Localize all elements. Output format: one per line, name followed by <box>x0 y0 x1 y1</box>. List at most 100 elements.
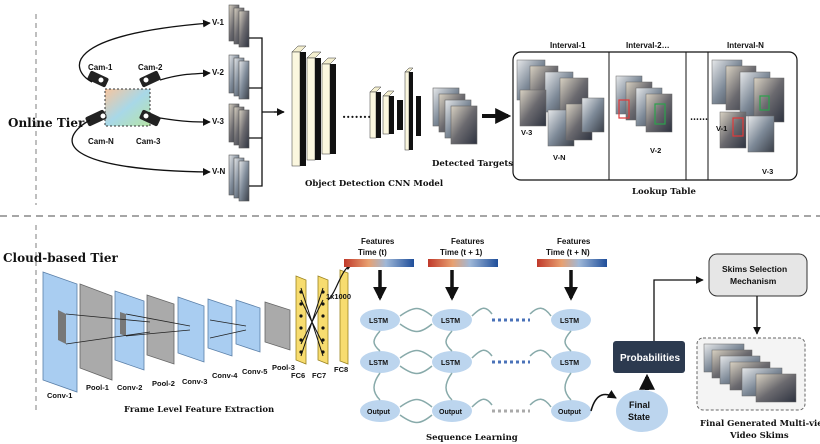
detection-model-label: Object Detection CNN Model <box>305 179 444 189</box>
conv-layer <box>177 296 205 363</box>
layer-label: Conv-5 <box>242 367 267 376</box>
feature-label: Features <box>451 237 485 246</box>
camera-icon <box>85 109 107 127</box>
feature-extraction-label: Frame Level Feature Extraction <box>124 405 274 415</box>
view-merge-bracket <box>249 37 284 187</box>
layer-label: Conv-1 <box>47 391 72 400</box>
mechanism-arrow <box>653 276 704 341</box>
interval-ellipsis: …… <box>690 113 708 123</box>
layer-label: Conv-2 <box>117 383 142 392</box>
interval-view-label: V-1 <box>716 124 727 133</box>
output-node <box>551 400 591 422</box>
detection-box <box>759 95 770 111</box>
kernel <box>58 310 66 344</box>
interval-view-label: V-2 <box>650 146 661 155</box>
lstm-node <box>360 309 400 331</box>
feature-vector <box>344 259 414 267</box>
final-state-label: Final <box>629 400 650 410</box>
cnn-ellipsis: ······· <box>342 110 371 124</box>
view-label: V-2 <box>212 68 225 77</box>
feature-label: Features <box>361 237 395 246</box>
probabilities-box <box>613 341 685 373</box>
interval-label: Interval-1 <box>550 41 586 50</box>
lstm-node <box>432 351 472 373</box>
lookup-table: Interval-1 Interval-2… Interval-N V-3 V-… <box>512 41 798 181</box>
lstm-node <box>432 309 472 331</box>
camera-label: Cam-2 <box>138 63 163 72</box>
cnn-layer <box>404 67 414 151</box>
conv-layer <box>235 299 261 353</box>
camera-label: Cam-1 <box>88 63 113 72</box>
detected-targets <box>432 87 478 145</box>
interval-frames <box>711 59 785 153</box>
feature-label: Time (t + N) <box>546 248 590 257</box>
skims-selection-label: Mechanism <box>730 276 777 286</box>
cnn-layer <box>382 90 395 135</box>
lookup-table-label: Lookup Table <box>632 187 696 197</box>
view-label: V-3 <box>212 117 225 126</box>
feature-vector <box>428 259 498 267</box>
camera-arrow <box>159 117 211 126</box>
sequence-learning-label: Sequence Learning <box>426 433 518 443</box>
fc-layer <box>295 275 307 365</box>
lstm-label: LSTM <box>560 360 579 367</box>
detection-cnn: ······· Object Detection CNN Model <box>291 45 444 189</box>
feature-extraction-cnn: 1x1000 Conv-1 Pool-1 Conv-2 Pool-2 Conv-… <box>42 263 353 400</box>
detected-targets-label: Detected Targets <box>432 159 513 169</box>
camera-arrow <box>78 19 211 83</box>
camera-label: Cam-N <box>88 137 114 146</box>
layer-label: Pool-2 <box>152 379 175 388</box>
cnn-layer <box>306 51 322 161</box>
output-node <box>360 400 400 422</box>
sequence-learning: Features Time (t) Features Time (t + 1) … <box>344 237 607 424</box>
sequence-ellipsis <box>492 318 530 364</box>
final-skims-label: Final Generated Multi-view <box>700 419 820 429</box>
lstm-node <box>551 309 591 331</box>
skim-frames <box>703 343 797 403</box>
layer-label: Conv-3 <box>182 377 207 386</box>
camera-label: Cam-3 <box>136 137 161 146</box>
interval-view-label: V-3 <box>521 128 532 137</box>
final-state-label: State <box>628 412 650 422</box>
lstm-label: LSTM <box>560 318 579 325</box>
lstm-node <box>551 351 591 373</box>
fc-neurons <box>299 290 325 354</box>
lstm-label: LSTM <box>369 360 388 367</box>
fc-size-label: 1x1000 <box>326 292 351 301</box>
output-label: Output <box>439 409 463 416</box>
cnn-layer <box>321 57 337 155</box>
pool-layer <box>264 301 291 351</box>
frame-stack <box>228 4 250 48</box>
lstm-label: LSTM <box>441 318 460 325</box>
detection-box <box>654 103 666 125</box>
skims-selection-box <box>708 253 808 297</box>
output-node <box>432 400 472 422</box>
final-state-arrow <box>590 389 617 412</box>
feature-label: Time (t + 1) <box>440 248 483 257</box>
fc-connections <box>300 287 324 357</box>
view-label: V-1 <box>212 18 225 27</box>
interval-label: Interval-2… <box>626 41 670 50</box>
fc-layer <box>339 269 349 365</box>
interval-frames <box>615 75 673 133</box>
view-label: V-N <box>212 167 226 176</box>
output-label: Output <box>367 409 391 416</box>
layer-label: FC7 <box>312 371 326 380</box>
frame-stack <box>228 154 250 202</box>
output-label: Output <box>558 409 582 416</box>
layer-label: FC6 <box>291 371 305 380</box>
lstm-node <box>360 351 400 373</box>
interval-label: Interval-N <box>727 41 764 50</box>
layer-label: Pool-3 <box>272 363 295 372</box>
layer-label: Pool-1 <box>86 383 109 392</box>
camera-icon <box>139 70 161 88</box>
final-skims-label: Video Skims <box>729 431 789 441</box>
feature-vector <box>537 259 607 267</box>
camera-icon <box>87 70 109 88</box>
receptive-field-lines <box>65 313 247 345</box>
cnn-layer <box>369 86 382 139</box>
feature-label: Features <box>557 237 591 246</box>
cnn-layer <box>291 45 307 167</box>
